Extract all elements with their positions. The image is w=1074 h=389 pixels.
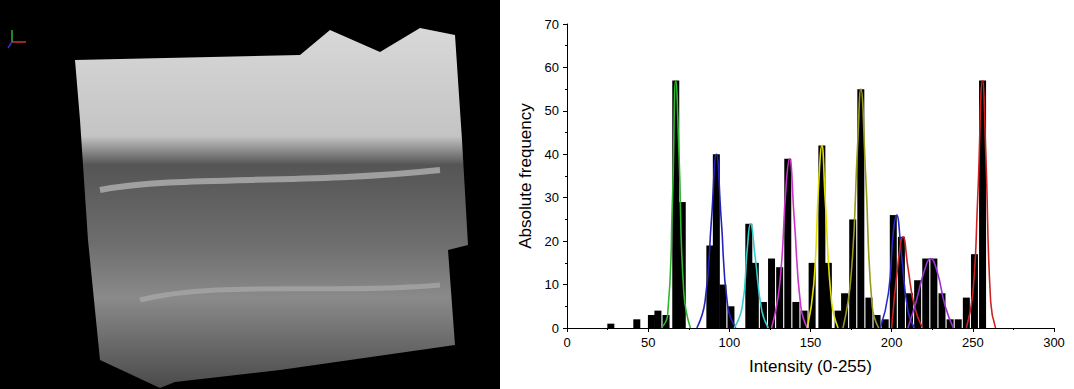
svg-text:300: 300 [1043, 335, 1065, 350]
svg-text:10: 10 [545, 277, 559, 292]
svg-text:50: 50 [641, 335, 655, 350]
svg-text:60: 60 [545, 60, 559, 75]
svg-text:Absolute frequency: Absolute frequency [516, 103, 535, 249]
svg-text:150: 150 [800, 335, 822, 350]
svg-text:0: 0 [563, 335, 570, 350]
svg-text:200: 200 [881, 335, 903, 350]
svg-text:100: 100 [718, 335, 740, 350]
svg-text:250: 250 [962, 335, 984, 350]
svg-text:40: 40 [545, 147, 559, 162]
svg-text:30: 30 [545, 190, 559, 205]
svg-text:50: 50 [545, 103, 559, 118]
svg-text:20: 20 [545, 234, 559, 249]
svg-text:Intensity (0-255): Intensity (0-255) [749, 357, 872, 376]
svg-text:70: 70 [545, 17, 559, 32]
svg-text:0: 0 [552, 321, 559, 336]
